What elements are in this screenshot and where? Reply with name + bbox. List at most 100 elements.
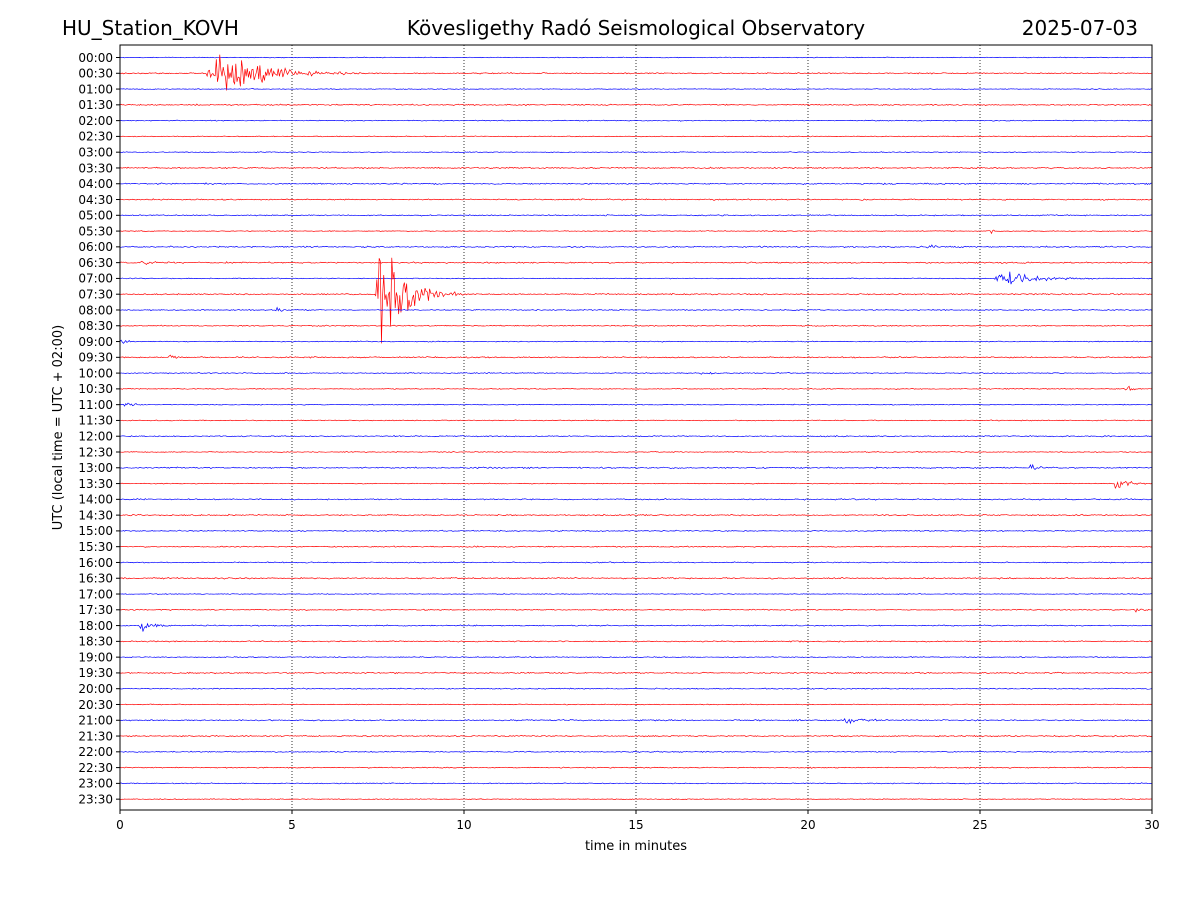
y-tick-label: 09:00 <box>78 335 113 349</box>
y-tick-label: 19:00 <box>78 650 113 664</box>
seismic-trace <box>120 324 1152 327</box>
seismic-trace <box>120 214 1152 217</box>
y-tick-label: 13:30 <box>78 477 113 491</box>
seismic-trace <box>120 151 1152 154</box>
seismic-trace <box>120 402 1152 407</box>
seismic-trace <box>120 782 1152 785</box>
seismic-trace <box>120 622 1152 632</box>
gridlines <box>291 45 981 810</box>
y-tick-label: 02:30 <box>78 130 113 144</box>
y-tick-label: 23:00 <box>78 777 113 791</box>
seismic-trace <box>120 593 1152 595</box>
seismic-trace <box>120 260 1152 265</box>
y-tick-label: 13:00 <box>78 461 113 475</box>
seismic-trace <box>120 561 1152 564</box>
y-tick-label: 07:30 <box>78 288 113 302</box>
seismic-trace <box>120 798 1152 801</box>
seismic-trace <box>120 656 1152 659</box>
y-tick-label: 16:30 <box>78 572 113 586</box>
x-axis: 0 5 10 15 20 25 30 <box>116 810 1160 832</box>
date-label: 2025-07-03 <box>1021 16 1138 40</box>
seismic-trace <box>120 718 1152 725</box>
seismic-trace <box>120 182 1152 186</box>
y-tick-label: 14:30 <box>78 508 113 522</box>
seismic-trace <box>120 463 1152 470</box>
y-tick-label: 06:30 <box>78 256 113 270</box>
seismic-trace <box>120 371 1152 375</box>
seismic-trace <box>120 545 1152 548</box>
seismic-trace <box>120 54 1152 91</box>
y-tick-label: 07:00 <box>78 272 113 286</box>
y-tick-label: 01:30 <box>78 98 113 112</box>
y-tick-label: 19:30 <box>78 666 113 680</box>
y-tick-label: 03:00 <box>78 145 113 159</box>
seismic-trace <box>120 244 1152 249</box>
y-tick-label: 06:00 <box>78 240 113 254</box>
seismic-trace <box>120 703 1152 706</box>
y-tick-label: 05:30 <box>78 224 113 238</box>
seismic-trace <box>120 419 1152 422</box>
y-tick-label: 21:00 <box>78 714 113 728</box>
y-tick-label: 08:30 <box>78 319 113 333</box>
seismic-trace <box>120 766 1152 769</box>
x-tick-label: 0 <box>116 818 124 832</box>
y-tick-label: 04:00 <box>78 177 113 191</box>
y-tick-label: 03:30 <box>78 161 113 175</box>
seismic-trace <box>120 529 1152 533</box>
seismic-trace <box>120 56 1152 59</box>
seismic-trace <box>120 734 1152 738</box>
seismic-trace <box>120 608 1152 613</box>
y-tick-label: 18:00 <box>78 619 113 633</box>
x-tick-label: 10 <box>456 818 471 832</box>
seismic-trace <box>120 576 1152 580</box>
x-tick-label: 20 <box>800 818 815 832</box>
station-label: HU_Station_KOVH <box>62 16 239 40</box>
seismic-trace <box>120 88 1152 90</box>
seismic-trace <box>120 687 1152 690</box>
seismic-trace <box>120 385 1152 391</box>
y-tick-label: 14:00 <box>78 493 113 507</box>
y-tick-label: 12:30 <box>78 445 113 459</box>
y-tick-label: 10:00 <box>78 366 113 380</box>
y-tick-label: 02:00 <box>78 114 113 128</box>
seismic-trace <box>120 354 1152 359</box>
seismic-trace <box>120 166 1152 170</box>
seismic-trace <box>120 103 1152 107</box>
y-tick-label: 16:00 <box>78 556 113 570</box>
y-tick-label: 00:30 <box>78 67 113 81</box>
seismic-trace <box>120 750 1152 753</box>
y-tick-label: 21:30 <box>78 729 113 743</box>
y-tick-label: 05:00 <box>78 209 113 223</box>
seismic-trace <box>120 339 1152 344</box>
y-tick-label: 15:00 <box>78 524 113 538</box>
seismic-trace <box>120 229 1152 235</box>
y-tick-label: 09:30 <box>78 351 113 365</box>
y-tick-label: 00:00 <box>78 51 113 65</box>
seismic-trace <box>120 671 1152 675</box>
y-axis-label: UTC (local time = UTC + 02:00) <box>51 325 66 530</box>
y-tick-label: 11:00 <box>78 398 113 412</box>
y-tick-label: 23:30 <box>78 792 113 806</box>
x-tick-label: 25 <box>972 818 987 832</box>
y-tick-label: 01:00 <box>78 82 113 96</box>
y-tick-label: 20:00 <box>78 682 113 696</box>
y-tick-label: 12:00 <box>78 430 113 444</box>
seismic-trace <box>120 640 1152 643</box>
y-tick-label: 04:30 <box>78 193 113 207</box>
seismic-trace <box>120 271 1152 285</box>
seismic-trace <box>120 119 1152 122</box>
x-tick-label: 30 <box>1144 818 1159 832</box>
chart-title: Kövesligethy Radó Seismological Observat… <box>406 16 866 40</box>
y-tick-label: 08:00 <box>78 303 113 317</box>
y-tick-label: 10:30 <box>78 382 113 396</box>
y-tick-label: 18:30 <box>78 635 113 649</box>
seismic-trace <box>120 257 1152 344</box>
trace-layer <box>120 54 1152 801</box>
seismic-trace <box>120 198 1152 201</box>
y-tick-label: 20:30 <box>78 698 113 712</box>
seismic-trace <box>120 135 1152 138</box>
x-tick-label: 15 <box>628 818 643 832</box>
seismic-trace <box>120 435 1152 438</box>
seismic-trace <box>120 498 1152 501</box>
y-tick-label: 17:00 <box>78 587 113 601</box>
